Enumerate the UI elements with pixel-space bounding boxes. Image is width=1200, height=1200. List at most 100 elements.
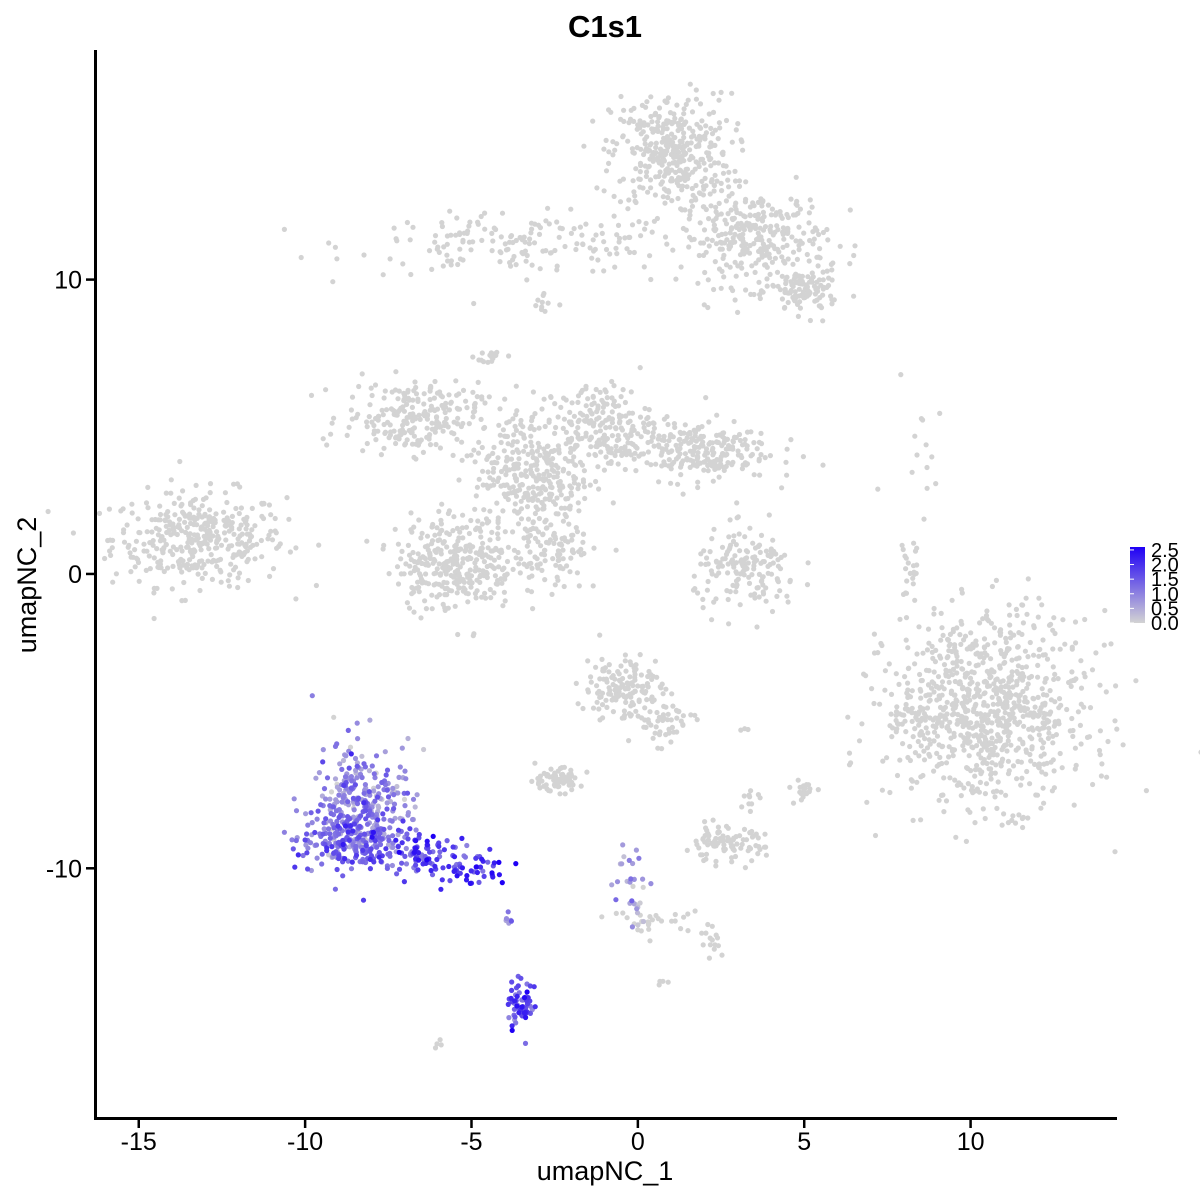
data-point — [725, 460, 731, 466]
data-point — [609, 378, 615, 385]
data-point — [747, 213, 753, 219]
data-point — [171, 500, 177, 506]
data-point — [494, 500, 500, 506]
data-point — [775, 577, 781, 583]
data-point — [659, 746, 665, 752]
data-point — [729, 139, 735, 145]
data-point — [1005, 771, 1012, 777]
data-point — [647, 177, 654, 183]
data-point — [407, 411, 413, 417]
data-point — [972, 773, 978, 779]
data-point — [567, 449, 574, 455]
data-point — [645, 439, 651, 446]
data-point — [415, 867, 421, 873]
data-point — [514, 993, 520, 1000]
data-point — [631, 456, 637, 462]
data-point — [1020, 741, 1026, 747]
data-point — [997, 735, 1004, 742]
data-point — [226, 583, 232, 589]
data-point — [540, 506, 546, 512]
data-point — [510, 439, 517, 445]
data-point — [386, 435, 392, 441]
data-point — [641, 120, 647, 126]
data-point — [758, 560, 764, 566]
data-point — [587, 482, 593, 488]
data-point — [941, 775, 947, 781]
data-point — [401, 879, 407, 885]
data-point — [555, 470, 561, 476]
data-point — [768, 546, 774, 552]
data-point — [427, 442, 434, 448]
data-point — [720, 556, 726, 562]
data-point — [659, 463, 665, 469]
data-point — [675, 195, 681, 202]
data-point — [751, 291, 757, 298]
data-point — [434, 566, 440, 572]
data-point — [1057, 750, 1063, 757]
data-point — [969, 679, 975, 685]
data-point — [199, 503, 205, 509]
data-point — [503, 458, 510, 464]
data-point — [446, 407, 452, 413]
data-point — [947, 719, 953, 725]
data-point — [728, 285, 734, 291]
data-point — [682, 451, 689, 457]
data-point — [726, 446, 732, 452]
data-point — [1009, 669, 1015, 675]
data-point — [692, 908, 698, 914]
data-point — [612, 147, 618, 153]
data-point — [611, 193, 617, 199]
data-point — [613, 910, 619, 917]
data-point — [812, 225, 818, 231]
data-point — [289, 837, 295, 843]
data-point — [342, 774, 349, 780]
data-point — [410, 549, 416, 556]
data-point — [663, 686, 669, 692]
data-point — [577, 459, 584, 465]
data-point — [336, 814, 342, 821]
data-point — [641, 420, 647, 426]
data-point — [339, 799, 345, 805]
data-point — [525, 587, 531, 593]
data-point — [556, 234, 562, 240]
data-point — [505, 909, 511, 915]
data-point — [603, 389, 609, 395]
data-point — [583, 430, 589, 436]
data-point — [845, 714, 851, 720]
data-point — [732, 297, 738, 303]
data-point — [1039, 686, 1045, 692]
data-point — [599, 656, 605, 663]
data-point — [473, 550, 479, 556]
data-point — [476, 879, 482, 886]
data-point — [485, 545, 491, 551]
data-point — [607, 424, 613, 430]
data-point — [626, 120, 632, 126]
data-point — [269, 537, 276, 543]
data-point — [474, 484, 480, 490]
data-point — [535, 506, 541, 512]
data-point — [498, 234, 504, 240]
data-point — [403, 419, 409, 425]
data-point — [644, 169, 650, 175]
data-point — [525, 516, 532, 522]
data-point — [775, 227, 781, 233]
data-point — [1068, 683, 1074, 690]
data-point — [1032, 704, 1038, 710]
data-point — [438, 424, 444, 430]
data-point — [689, 203, 696, 209]
data-point — [565, 495, 571, 502]
data-point — [939, 679, 946, 685]
data-point — [1017, 719, 1023, 725]
data-point — [353, 848, 359, 854]
data-point — [432, 233, 439, 239]
data-point — [989, 760, 995, 766]
data-point — [744, 220, 750, 226]
data-point — [355, 736, 361, 742]
data-point — [703, 561, 709, 568]
data-point — [1072, 619, 1079, 625]
data-point — [395, 581, 402, 587]
data-point — [209, 576, 215, 583]
data-point — [439, 394, 445, 400]
data-point — [678, 441, 684, 447]
data-point — [1007, 695, 1013, 701]
